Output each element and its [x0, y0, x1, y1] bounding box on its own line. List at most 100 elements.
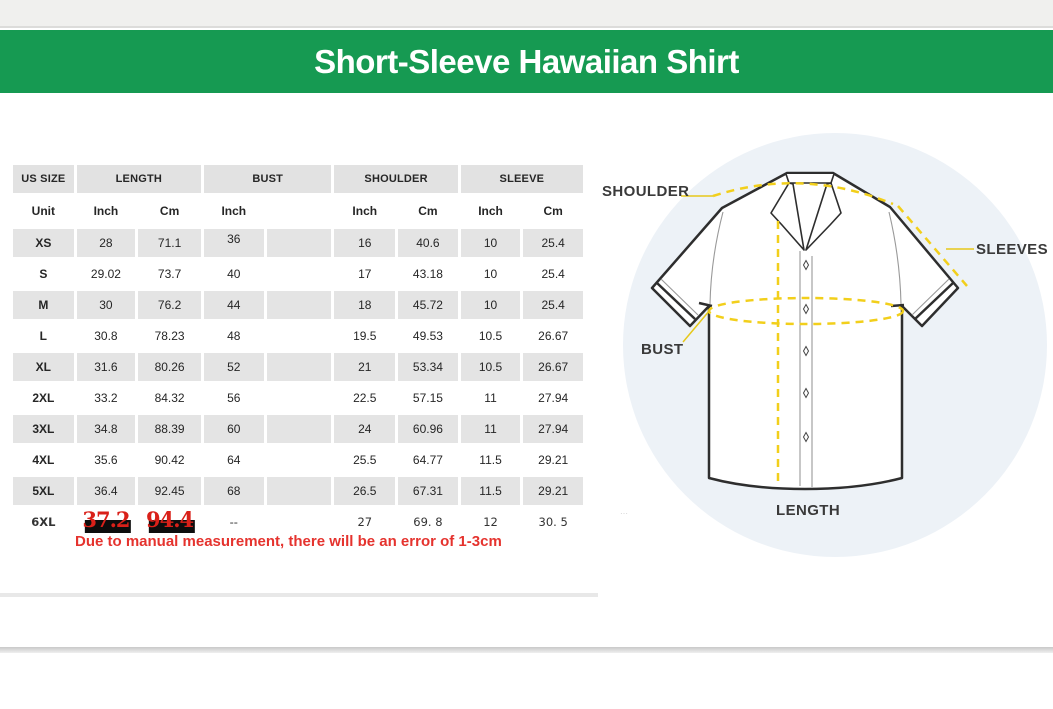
value-cell: 44 [203, 291, 264, 319]
button-icon [802, 303, 810, 315]
value-cell: 45.72 [398, 291, 458, 319]
bust-label: BUST [641, 341, 684, 358]
value-cell: 40 [203, 260, 264, 288]
value-cell: 64.77 [398, 446, 458, 474]
col-header-shoulder: SHOULDER [334, 165, 458, 193]
value-cell: 60 [203, 415, 264, 443]
value-cell: 40.6 [398, 229, 458, 257]
left-armhole-seam [709, 211, 724, 305]
redaction-box [148, 520, 195, 533]
value-cell: 78.23 [138, 322, 201, 350]
value-cell: 26.5 [334, 477, 396, 505]
size-cell: 5XL [13, 477, 74, 505]
table-row: XL 31.6 80.26 52 21 53.34 10.5 26.67 [13, 353, 583, 381]
size-cell: 2XL [13, 384, 74, 412]
value-cell: 57.15 [398, 384, 458, 412]
value-cell: 29.02 [76, 260, 136, 288]
value-cell: 10 [460, 260, 521, 288]
value-cell: 48 [203, 322, 264, 350]
value-cell: 30. 5 [523, 508, 583, 536]
value-cell: 90.42 [138, 446, 201, 474]
value-cell: 21 [334, 353, 396, 381]
size-cell: M [13, 291, 74, 319]
sleeve-dash-line [897, 205, 968, 287]
unit-cell: Inch [334, 196, 396, 226]
size-cell: 6XL [13, 508, 74, 536]
table-row: 2XL 33.2 84.32 56 22.5 57.15 11 27.94 [13, 384, 583, 412]
value-cell [266, 415, 332, 443]
table-row: XS 28 71.1 36 16 40.6 10 25.4 [13, 229, 583, 257]
value-cell: 27.94 [523, 415, 583, 443]
value-cell [266, 446, 332, 474]
size-table-body: XS 28 71.1 36 16 40.6 10 25.4 S 29.02 73.7 40 17 43.1… [13, 229, 583, 536]
value-cell: 10.5 [460, 353, 521, 381]
value-cell: 49.53 [398, 322, 458, 350]
collar-band [785, 173, 835, 184]
value-cell: 35.6 [76, 446, 136, 474]
size-cell: XS [13, 229, 74, 257]
value-cell: 64 [203, 446, 264, 474]
value-cell: -- [203, 508, 264, 536]
button-icon [802, 259, 810, 271]
value-cell [266, 229, 332, 257]
value-cell [266, 322, 332, 350]
value-cell [266, 353, 332, 381]
value-cell: 33.2 [76, 384, 136, 412]
value-cell: 12 [460, 508, 521, 536]
size-cell: 4XL [13, 446, 74, 474]
shoulder-label: SHOULDER [602, 183, 690, 200]
col-header-length: LENGTH [76, 165, 201, 193]
table-row: 3XL 34.8 88.39 60 24 60.96 11 27.94 [13, 415, 583, 443]
value-cell: 53.34 [398, 353, 458, 381]
button-icon [802, 345, 810, 357]
table-row: 4XL 35.6 90.42 64 25.5 64.77 11.5 29.21 [13, 446, 583, 474]
value-cell: 37.2 [76, 508, 136, 536]
value-cell [266, 508, 332, 536]
value-cell: 56 [203, 384, 264, 412]
value-cell: 11.5 [460, 446, 521, 474]
value-cell: 22.5 [334, 384, 396, 412]
size-table: US SIZE LENGTH BUST SHOULDER SLEEVE Unit… [10, 162, 586, 539]
bust-dash-ellipse [707, 296, 905, 326]
value-cell: 43.18 [398, 260, 458, 288]
value-cell: 88.39 [138, 415, 201, 443]
value-cell [266, 384, 332, 412]
value-cell: 25.4 [523, 291, 583, 319]
right-cuff-band [914, 282, 954, 320]
unit-cell: Inch [203, 196, 264, 226]
value-cell: 24 [334, 415, 396, 443]
col-header-bust: BUST [203, 165, 332, 193]
redaction-box [84, 520, 131, 533]
value-cell: 19.5 [334, 322, 396, 350]
value-cell: 84.32 [138, 384, 201, 412]
button-icons [802, 259, 810, 443]
value-cell [266, 260, 332, 288]
value-cell: 26.67 [523, 322, 583, 350]
size-cell: XL [13, 353, 74, 381]
button-icon [802, 431, 810, 443]
value-cell: 27.94 [523, 384, 583, 412]
corrected-value: 94.4 [146, 508, 194, 532]
value-cell: 52 [203, 353, 264, 381]
shoulder-dash-line [712, 182, 894, 206]
unit-cell: Inch [460, 196, 521, 226]
value-cell: 94.4 [138, 508, 201, 536]
value-cell: 60.96 [398, 415, 458, 443]
value-cell: 25.4 [523, 260, 583, 288]
background-circle [623, 133, 1047, 557]
table-row: 6XL 37.2 94.4 -- 27 69. 8 12 30. 5 [13, 508, 583, 536]
col-header-sleeve: SLEEVE [460, 165, 583, 193]
button-icon [802, 387, 810, 399]
unit-cell [266, 196, 332, 226]
corrected-value: 37.2 [82, 508, 130, 532]
divider-partial [0, 593, 598, 597]
unit-cell: Cm [138, 196, 201, 226]
unit-cell: Cm [523, 196, 583, 226]
right-armhole-seam [888, 211, 902, 305]
bust-connector-line [682, 309, 711, 343]
value-cell: 30 [76, 291, 136, 319]
value-cell: 36.4 [76, 477, 136, 505]
value-cell: 76.2 [138, 291, 201, 319]
length-label: LENGTH [776, 502, 841, 519]
